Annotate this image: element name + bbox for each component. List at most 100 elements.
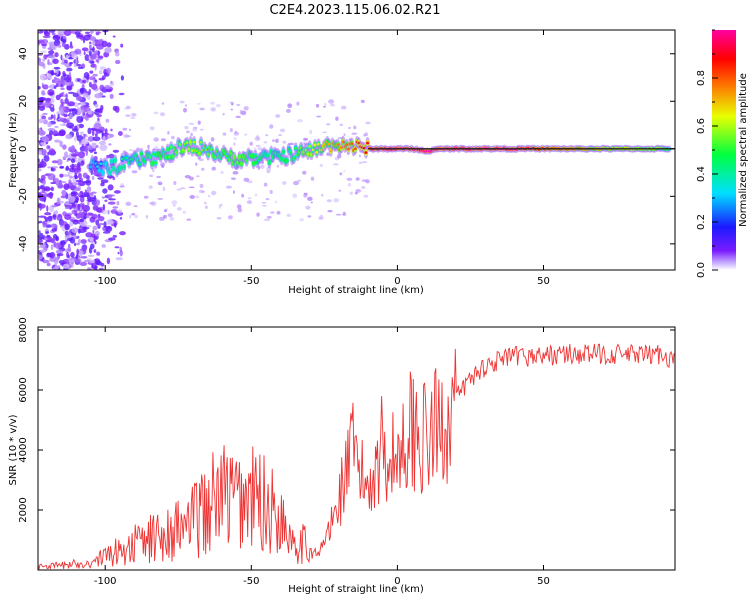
noise-cell: [101, 244, 106, 248]
noise-cell: [47, 151, 50, 156]
noise-cell: [153, 137, 159, 142]
noise-cell: [112, 149, 120, 153]
noise-cell: [157, 181, 163, 186]
noise-cell: [52, 214, 57, 218]
x-tick-label: -100: [94, 576, 117, 587]
noise-cell: [94, 79, 97, 83]
noise-cell: [101, 196, 106, 199]
ridge-peak: [229, 151, 233, 155]
noise-cell: [236, 204, 242, 209]
noise-cell: [74, 160, 79, 163]
noise-cell: [76, 248, 80, 256]
noise-cell: [83, 72, 90, 79]
noise-cell: [211, 166, 216, 171]
noise-cell: [77, 238, 82, 244]
noise-cell: [134, 214, 138, 219]
ridge-peak: [364, 151, 368, 154]
noise-cell: [86, 215, 89, 219]
noise-cell: [354, 191, 358, 195]
noise-cell: [53, 114, 56, 121]
noise-cell: [47, 55, 55, 59]
noise-cell: [69, 175, 73, 179]
noise-cell: [42, 35, 51, 39]
noise-cell: [131, 170, 138, 174]
noise-cell: [303, 138, 308, 141]
noise-cell: [261, 201, 267, 204]
noise-cell: [188, 122, 195, 126]
noise-cell: [50, 238, 55, 244]
noise-cell: [322, 131, 327, 134]
noise-cell: [61, 189, 67, 196]
ridge-peak: [182, 149, 185, 152]
noise-cell: [102, 135, 106, 143]
x-tick-label: 50: [537, 276, 550, 287]
noise-cell: [274, 200, 277, 204]
noise-cell: [91, 83, 98, 90]
noise-cell: [78, 123, 85, 129]
noise-cell: [236, 103, 241, 107]
noise-cell: [79, 261, 88, 266]
noise-cell: [97, 224, 101, 229]
noise-cell: [85, 31, 90, 34]
noise-cell: [43, 216, 49, 220]
noise-cell: [51, 160, 59, 164]
noise-cell: [106, 88, 113, 93]
ridge-peak: [350, 142, 354, 145]
noise-cell: [79, 218, 84, 223]
noise-cell: [62, 38, 67, 44]
noise-cell: [89, 41, 92, 45]
noise-cell: [67, 231, 71, 236]
noise-cell: [99, 84, 105, 92]
noise-cell: [188, 176, 194, 181]
noise-cell: [272, 139, 275, 143]
noise-cell: [59, 181, 67, 184]
spectrogram-y-ticks: -40 -20 0 20 40: [18, 47, 675, 252]
ridge-peak: [306, 152, 310, 156]
ridge-peak: [245, 159, 249, 162]
ridge-peak: [315, 151, 319, 154]
noise-cell: [65, 65, 71, 68]
noise-cell: [189, 195, 195, 199]
noise-cell: [246, 200, 253, 204]
noise-cell: [52, 58, 59, 64]
noise-cell: [86, 194, 91, 201]
noise-cell: [119, 185, 125, 188]
noise-cell: [61, 42, 66, 48]
noise-cell: [62, 263, 70, 269]
noise-cell: [225, 185, 232, 189]
noise-cell: [101, 40, 108, 48]
ridge-peak: [152, 153, 156, 156]
noise-cell: [309, 129, 313, 135]
ridge-peak: [327, 142, 331, 146]
ridge-peak: [122, 165, 126, 169]
noise-cell: [63, 113, 68, 118]
noise-cell: [254, 193, 258, 197]
ridge-peak: [171, 155, 175, 158]
noise-cell: [70, 54, 79, 59]
noise-cell: [338, 189, 342, 192]
noise-cell: [124, 134, 130, 138]
noise-cell: [102, 231, 111, 234]
noise-cell: [46, 234, 51, 238]
noise-cell: [185, 104, 187, 107]
noise-cell: [69, 109, 72, 113]
noise-cell: [233, 131, 240, 136]
colorbar: 0.0 0.2 0.4 0.6 0.8 Normalized spectral ampl…: [696, 29, 749, 278]
noise-cell: [81, 47, 89, 52]
noise-cell: [86, 186, 92, 193]
noise-cell: [67, 91, 75, 94]
noise-cell: [282, 181, 287, 185]
noise-cell: [42, 259, 50, 264]
noise-cell: [59, 93, 64, 97]
noise-cell: [38, 230, 41, 234]
noise-cell: [38, 232, 44, 240]
noise-cell: [64, 223, 71, 231]
noise-cell: [51, 79, 56, 84]
noise-cell: [205, 205, 208, 209]
ridge-peak: [187, 147, 191, 151]
noise-cell: [38, 86, 41, 90]
noise-cell: [148, 185, 153, 190]
ridge-peak: [108, 171, 112, 174]
noise-cell: [104, 47, 112, 54]
noise-cell: [97, 50, 100, 57]
